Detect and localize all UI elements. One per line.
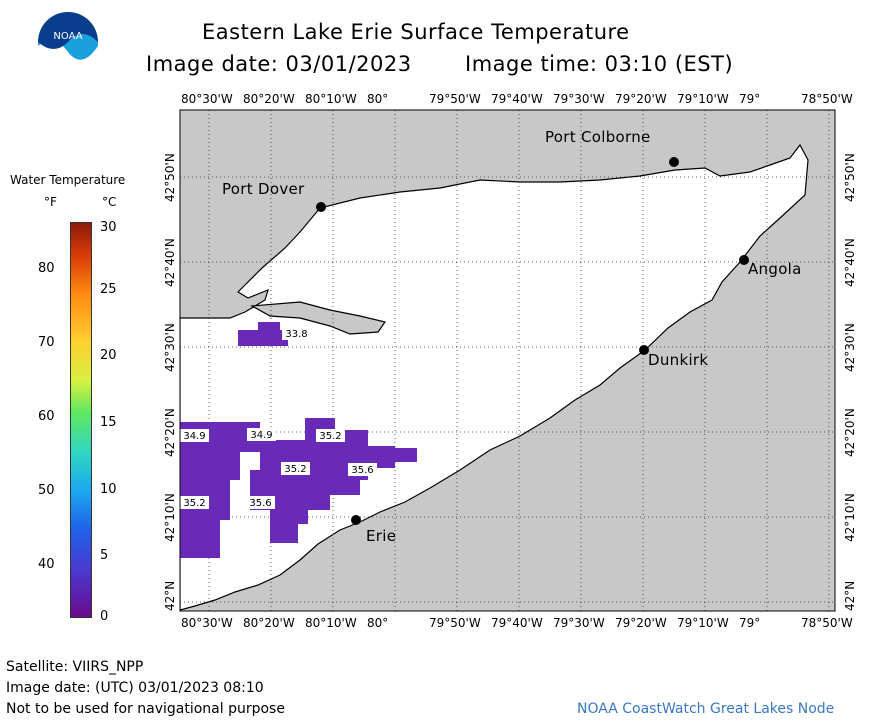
top-longitude-label: 79°20'W	[615, 92, 667, 106]
legend-title: Water Temperature	[10, 173, 126, 187]
top-longitude-label: 79°10'W	[677, 92, 729, 106]
right-latitude-label: 42°30'N	[843, 323, 857, 372]
left-latitude-label: 42°20'N	[163, 408, 177, 457]
temp-label: 35.2	[319, 431, 341, 442]
celsius-tick-label: 30	[100, 220, 117, 235]
celsius-tick-label: 20	[100, 348, 117, 363]
temperature-labels: 33.8 34.9 34.9 35.2 35.2 35.6 35.2 35.6	[180, 327, 377, 509]
legend-unit-f: °F	[44, 195, 57, 209]
bottom-longitude-label: 79°30'W	[553, 616, 605, 630]
celsius-tick-label: 10	[100, 482, 117, 497]
footer-credit: NOAA CoastWatch Great Lakes Node	[577, 701, 835, 717]
bottom-longitude-label: 80°	[367, 616, 389, 630]
temp-label: 35.2	[284, 464, 306, 475]
bottom-longitude-label: 79°10'W	[677, 616, 729, 630]
map-frame	[179, 109, 836, 612]
left-latitude-label: 42°30'N	[163, 323, 177, 372]
right-latitude-label: 42°10'N	[843, 493, 857, 542]
temp-label-box	[247, 428, 276, 441]
temp-label-box	[316, 429, 345, 442]
top-longitude-label: 79°40'W	[491, 92, 543, 106]
temp-label-box	[281, 462, 310, 475]
bottom-longitude-label: 79°40'W	[491, 616, 543, 630]
fahrenheit-tick-label: 60	[38, 409, 55, 424]
fahrenheit-tick-label: 80	[38, 261, 55, 276]
celsius-tick-label: 5	[100, 548, 109, 563]
angola-dot	[739, 255, 749, 265]
city-label-erie: Erie	[366, 527, 397, 545]
top-longitude-label: 80°10'W	[305, 92, 357, 106]
celsius-tick-label: 25	[100, 282, 117, 297]
right-latitude-label: 42°40'N	[843, 238, 857, 287]
bottom-longitude-label: 79°20'W	[615, 616, 667, 630]
bottom-longitude-label: 80°20'W	[243, 616, 295, 630]
left-latitude-label: 42°N	[163, 580, 177, 611]
right-latitude-label: 42°50'N	[843, 153, 857, 202]
image-date: Image date: 03/01/2023	[146, 52, 412, 76]
temp-label-box	[348, 463, 377, 476]
temp-label-box	[282, 327, 311, 340]
temp-label-box	[246, 496, 275, 509]
city-label-dunkirk: Dunkirk	[648, 351, 709, 369]
temp-label: 34.9	[250, 430, 272, 441]
temp-label: 35.6	[249, 498, 271, 509]
footer-satellite: Satellite: VIIRS_NPP	[6, 659, 144, 675]
right-latitude-label: 42°20'N	[843, 408, 857, 457]
temp-label: 34.9	[183, 431, 205, 442]
fahrenheit-tick-label: 70	[38, 335, 55, 350]
footer-disclaimer: Not to be used for navigational purpose	[6, 701, 285, 717]
temp-label: 33.8	[285, 329, 307, 340]
celsius-tick-label: 15	[100, 415, 117, 430]
left-latitude-label: 42°10'N	[163, 493, 177, 542]
city-label-port-dover: Port Dover	[222, 180, 305, 198]
fahrenheit-tick-label: 50	[38, 483, 55, 498]
legend-unit-c: °C	[102, 195, 117, 209]
port-colborne-dot	[669, 157, 679, 167]
top-longitude-label: 79°50'W	[429, 92, 481, 106]
erie-dot	[351, 515, 361, 525]
noaa-logo: NOAA	[38, 12, 98, 76]
celsius-tick-label: 0	[100, 609, 109, 624]
left-latitude-label: 42°40'N	[163, 238, 177, 287]
footer-utc-date: Image date: (UTC) 03/01/2023 08:10	[6, 680, 264, 696]
top-longitude-label: 80°30'W	[181, 92, 233, 106]
left-latitude-label: 42°50'N	[163, 153, 177, 202]
temp-label: 35.6	[351, 465, 373, 476]
city-label-angola: Angola	[748, 260, 802, 278]
bottom-longitude-label: 80°30'W	[181, 616, 233, 630]
temp-label-box	[180, 429, 209, 442]
color-bar	[70, 222, 92, 618]
logo-text: NOAA	[53, 31, 82, 42]
city-label-port-colborne: Port Colborne	[545, 128, 651, 146]
map-title: Eastern Lake Erie Surface Temperature	[202, 20, 630, 44]
top-longitude-label: 79°30'W	[553, 92, 605, 106]
top-longitude-label: 80°20'W	[243, 92, 295, 106]
temperature-pixels	[180, 322, 417, 558]
temp-label: 35.2	[183, 498, 205, 509]
image-time: Image time: 03:10 (EST)	[465, 52, 734, 76]
top-longitude-label: 78°50'W	[801, 92, 853, 106]
dunkirk-dot	[639, 345, 649, 355]
top-longitude-label: 80°	[367, 92, 389, 106]
right-latitude-label: 42°N	[843, 580, 857, 611]
top-longitude-label: 79°	[739, 92, 761, 106]
bottom-longitude-label: 80°10'W	[305, 616, 357, 630]
fahrenheit-tick-label: 40	[38, 557, 55, 572]
port-dover-dot	[316, 202, 326, 212]
bottom-longitude-label: 79°50'W	[429, 616, 481, 630]
bottom-longitude-label: 79°	[739, 616, 761, 630]
long-point	[249, 301, 386, 335]
bottom-longitude-label: 78°50'W	[801, 616, 853, 630]
temp-label-box	[180, 496, 209, 509]
